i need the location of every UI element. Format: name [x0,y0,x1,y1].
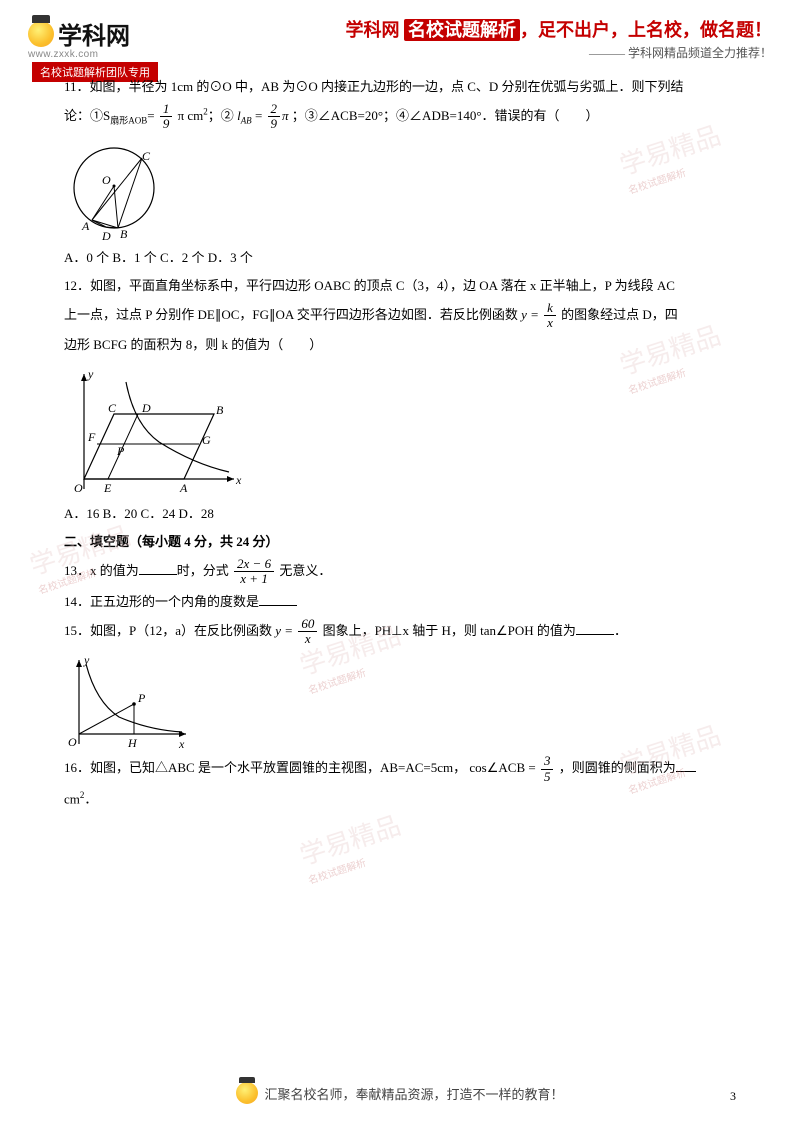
footer-text: 汇聚名校名师，奉献精品资源，打造不一样的教育！ [264,1084,563,1103]
watermark: 学易精品名校试题解析 [295,805,410,887]
q11-line2: 论：①S扇形AOB= 19 π cm2；② lAB = 29π ；③∠ACB=2… [64,102,736,132]
frac-k-x: kx [544,301,556,331]
q11-line1: 11．如图，半径为 1cm 的⊙O 中，AB 为⊙O 内接正九边形的一边，点 C… [64,74,736,100]
q12-text: 上一点，过点 P 分别作 DE∥OC，FG∥OA 交平行四边形各边如图．若反比例… [64,306,521,321]
svg-text:x: x [235,473,242,487]
frac-1-9: 19 [160,102,173,132]
q15-a: 15．如图，P（12，a）在反比例函数 [64,623,275,638]
section-2-title: 二、填空题（每小题 4 分，共 24 分） [64,529,736,555]
q16-unit: cm2． [64,786,736,812]
q16: 16．如图，已知△ABC 是一个水平放置圆锥的主视图，AB=AC=5cm， co… [64,754,736,784]
svg-text:A: A [81,219,90,233]
math-yeq2: y = [275,623,293,638]
q11-eq2: = [252,108,266,123]
q12-tail: 的图象经过点 D，四 [561,306,678,321]
page-header: 学科网 www.zxxk.com 名校试题解析团队专用 学科网 名校试题解析，足… [0,0,800,62]
frac-60-x: 60x [298,617,317,647]
q11-text: 论：①S [64,108,110,123]
q13-a: 13．x 的值为 [64,563,139,578]
svg-text:P: P [137,691,146,705]
q11-tail: ；③∠ACB=20°；④∠ADB=140°．错误的有（ ） [292,108,599,123]
svg-text:O: O [74,481,83,495]
svg-text:B: B [216,403,224,417]
frac-3-5: 35 [541,754,554,784]
q12-line1: 12．如图，平面直角坐标系中，平行四边形 OABC 的顶点 C（3，4），边 O… [64,273,736,299]
q12-line3: 边形 BCFG 的面积为 8，则 k 的值为（ ） [64,332,736,358]
q12-options: A．16 B．20 C．24 D．28 [64,501,736,527]
svg-text:G: G [202,433,211,447]
blank [676,758,696,772]
q16-a: 16．如图，已知△ABC 是一个水平放置圆锥的主视图，AB=AC=5cm， [64,760,466,775]
page-content: 11．如图，半径为 1cm 的⊙O 中，AB 为⊙O 内接正九边形的一边，点 C… [0,62,800,812]
svg-text:O: O [102,173,111,187]
unit-cm: cm [64,791,80,806]
svg-text:C: C [142,149,151,163]
graduate-icon [236,1082,258,1104]
svg-text:D: D [101,229,111,243]
q15-c: ． [614,623,627,638]
graduate-icon [28,21,54,47]
q16-dot: ． [84,791,97,806]
pi: π [282,108,289,123]
q11-sep: ；② [208,108,234,123]
banner-badge: 名校试题解析 [404,19,520,41]
q14-text: 14．正五边形的一个内角的度数是 [64,594,259,609]
frac-2x6-x1: 2x − 6x + 1 [234,557,274,587]
svg-text:C: C [108,401,117,415]
svg-text:B: B [120,227,128,241]
svg-text:H: H [127,736,138,750]
banner-main: 学科网 名校试题解析，足不出户，上名校，做名题！ [346,16,773,42]
banner-tail: ，足不出户，上名校，做名题！ [520,20,772,40]
q11-unit: π cm [178,108,204,123]
banner-sub: 学科网精品频道全力推荐！ [346,44,773,61]
blank [576,621,614,635]
svg-text:A: A [179,481,188,495]
q16-b: ，则圆锥的侧面积为 [559,760,676,775]
logo-text: 学科网 [58,16,130,51]
math-sub-ab: AB [241,115,252,125]
q13-b: 时，分式 [177,563,232,578]
svg-text:E: E [103,481,112,495]
svg-text:F: F [87,430,96,444]
svg-text:D: D [141,401,151,415]
svg-text:O: O [68,735,77,749]
frac-2-9: 29 [268,102,281,132]
blank [259,592,297,606]
logo-url: www.zxxk.com [28,49,158,60]
math-cos: cos∠ACB = [469,760,535,775]
q11-sub: 扇形AOB [110,115,147,125]
logo-block: 学科网 www.zxxk.com 名校试题解析团队专用 [28,16,158,82]
blank [139,561,177,575]
svg-text:P: P [116,444,125,458]
q15-b: 图象上，PH⊥x 轴于 H，则 tan∠POH 的值为 [323,623,576,638]
q11-options: A．0 个 B．1 个 C．2 个 D．3 个 [64,245,736,271]
page-footer: 汇聚名校名师，奉献精品资源，打造不一样的教育！ [0,1082,800,1104]
q14: 14．正五边形的一个内角的度数是 [64,589,736,615]
q15-figure: O x y P H [64,652,736,752]
q12-line2: 上一点，过点 P 分别作 DE∥OC，FG∥OA 交平行四边形各边如图．若反比例… [64,301,736,331]
q11-eq: = [147,108,154,123]
banner-right: 学科网 名校试题解析，足不出户，上名校，做名题！ 学科网精品频道全力推荐！ [346,16,773,61]
page-number: 3 [730,1089,736,1104]
svg-text:x: x [178,737,185,751]
svg-text:y: y [87,367,94,381]
q13: 13．x 的值为 时，分式 2x − 6x + 1 无意义． [64,557,736,587]
q13-c: 无意义． [279,563,331,578]
q15: 15．如图，P（12，a）在反比例函数 y = 60x 图象上，PH⊥x 轴于 … [64,617,736,647]
math-yeq: y = [521,306,539,321]
q12-figure: O x y C D B F P G E A [64,364,736,499]
q11-figure: O C A B D [64,138,736,243]
banner-prefix: 学科网 [346,20,400,40]
